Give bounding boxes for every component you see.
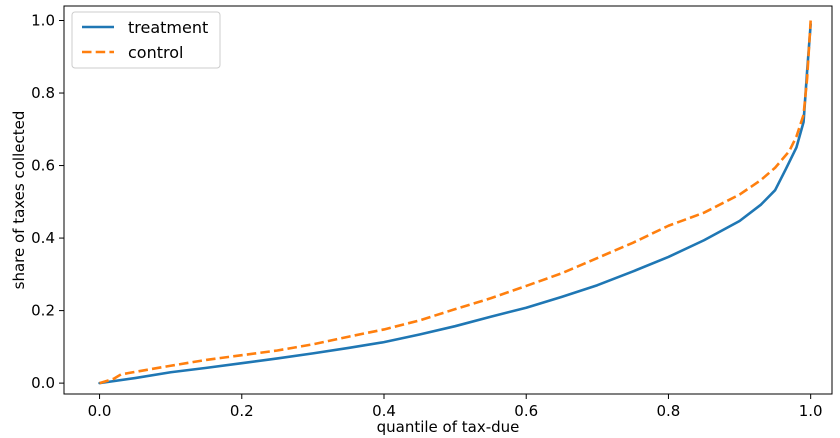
plot-background: [64, 6, 832, 394]
y-tick-label: 0.2: [31, 302, 55, 320]
y-tick-label: 0.8: [31, 84, 55, 102]
series-layer: [98, 20, 812, 385]
y-axis-label: share of taxes collected: [10, 111, 28, 290]
y-tick-label: 0.6: [31, 157, 55, 175]
x-tick-label: 0.8: [657, 402, 681, 420]
legend: treatment control: [71, 11, 221, 69]
x-tick-label: 0.2: [230, 402, 254, 420]
x-axis-label: quantile of tax-due: [377, 418, 520, 436]
legend-label-control: control: [128, 43, 183, 62]
series-line-treatment: [98, 22, 812, 385]
axes-frame: [63, 5, 833, 395]
x-tick-label: 1.0: [799, 402, 823, 420]
axes-layer: 0.0 0.2 0.4 0.6 0.8 1.0 0.0 0.2 0.4 0.6 0.8 1.0: [31, 5, 833, 420]
x-tick-label: 0.4: [372, 402, 396, 420]
x-tick-label: 0.6: [514, 402, 538, 420]
y-tick-label: 0.0: [31, 374, 55, 392]
y-tick-label: 1.0: [31, 12, 55, 30]
x-tick-label: 0.0: [88, 402, 112, 420]
plot-area: [64, 6, 832, 394]
y-tick-label: 0.4: [31, 229, 55, 247]
series-line-control: [99, 20, 812, 385]
legend-label-treatment: treatment: [128, 18, 208, 37]
